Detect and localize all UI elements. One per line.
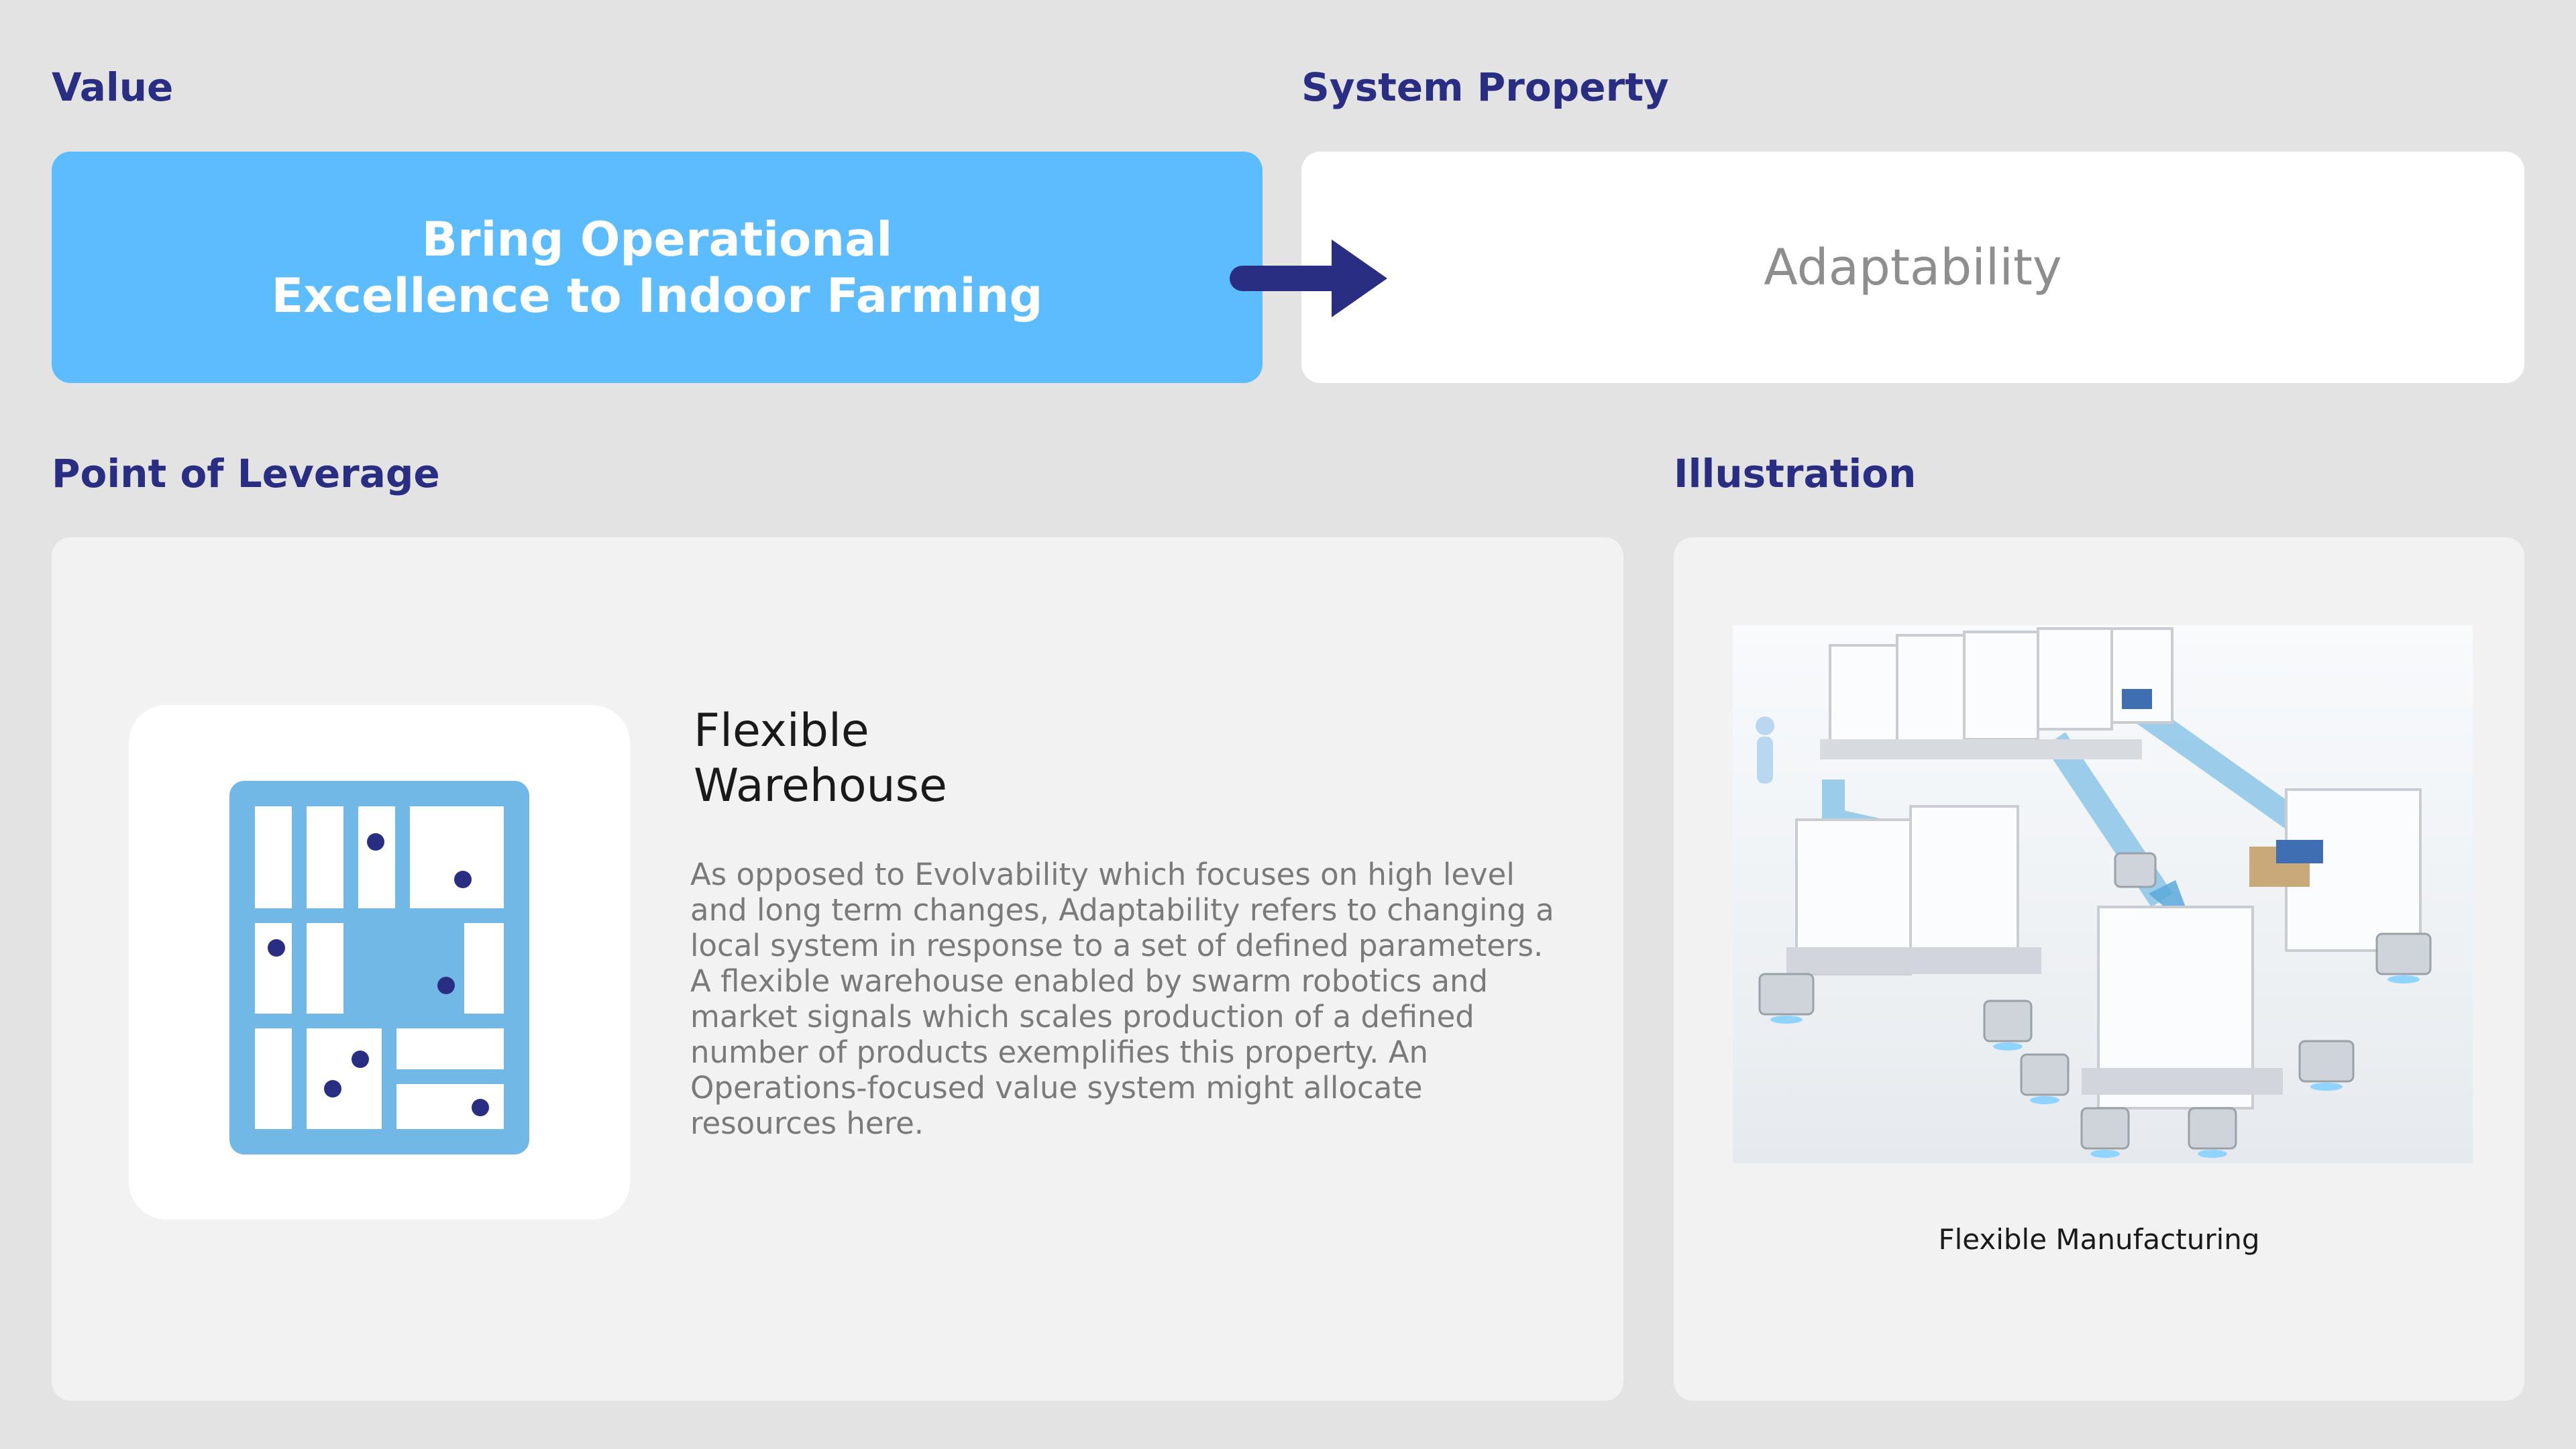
value-text-line2: Excellence to Indoor Farming: [271, 268, 1043, 323]
factory-scene-graphic: [1756, 627, 2432, 1158]
system-property-label: System Property: [1301, 64, 1669, 110]
illustration-caption: Flexible Manufacturing: [1938, 1223, 2260, 1256]
illustration-card: Flexible Manufacturing: [1674, 537, 2524, 1401]
leverage-title-line2: Warehouse: [694, 759, 947, 812]
value-text: Bring Operational Excellence to Indoor F…: [272, 211, 1043, 324]
leverage-title-line1: Flexible: [694, 704, 869, 757]
warehouse-grid-icon: [229, 781, 529, 1155]
point-of-leverage-label: Point of Leverage: [52, 451, 440, 496]
value-label: Value: [52, 64, 174, 110]
point-of-leverage-card: Flexible Warehouse As opposed to Evolvab…: [52, 537, 1623, 1401]
value-text-line1: Bring Operational: [421, 211, 893, 267]
value-card: Bring Operational Excellence to Indoor F…: [52, 152, 1263, 383]
right-arrow-icon: [1230, 239, 1387, 317]
leverage-description: As opposed to Evolvability which focuses…: [690, 857, 1554, 1141]
illustration-label: Illustration: [1674, 451, 1917, 496]
leverage-title: Flexible Warehouse: [694, 704, 1297, 814]
system-property-card: Adaptability: [1301, 152, 2524, 383]
flexible-manufacturing-image: [1733, 625, 2473, 1163]
system-property-text: Adaptability: [1764, 238, 2062, 297]
warehouse-icon-tile: [129, 705, 630, 1220]
